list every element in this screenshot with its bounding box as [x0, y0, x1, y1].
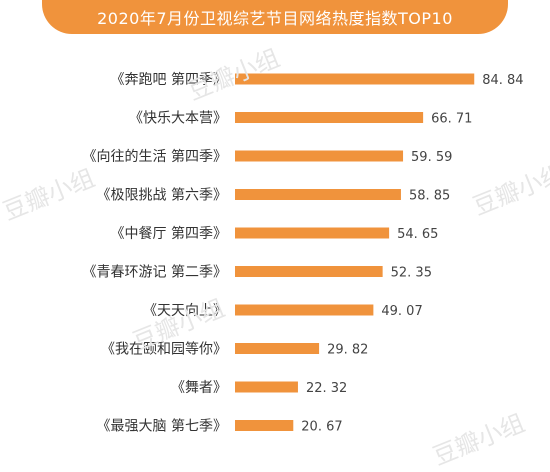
- category-label: 《青春环游记 第二季》: [83, 264, 227, 281]
- category-label: 《向往的生活 第四季》: [83, 148, 227, 165]
- value-label: 49. 07: [381, 304, 422, 319]
- category-label: 《中餐厅 第四季》: [111, 225, 227, 242]
- bar: [235, 343, 320, 354]
- value-label: 29. 82: [327, 343, 368, 358]
- category-label: 《极限挑战 第六季》: [97, 187, 227, 204]
- bar: [235, 189, 401, 200]
- category-label: 《天天向上》: [143, 303, 227, 319]
- chart-title: 2020年7月份卫视综艺节目网络热度指数TOP10: [97, 9, 453, 28]
- category-label: 《最强大脑 第七季》: [97, 418, 227, 435]
- category-label: 《快乐大本营》: [129, 111, 227, 127]
- bar: [235, 150, 404, 162]
- bar: [235, 227, 390, 239]
- value-label: 59. 59: [411, 150, 452, 165]
- value-label: 84. 84: [482, 73, 523, 88]
- bar-chart: 《奔跑吧 第四季》 84. 84 《快乐大本营》 66. 71 《向往的生活 第四季》 5…: [83, 71, 524, 435]
- value-label: 20. 67: [301, 420, 342, 435]
- bar: [235, 381, 298, 393]
- bar: [235, 112, 424, 123]
- bar: [235, 266, 383, 277]
- value-label: 52. 35: [391, 266, 432, 281]
- category-label: 《舞者》: [171, 380, 227, 396]
- bar: [235, 420, 294, 431]
- value-label: 54. 65: [397, 227, 438, 242]
- title-banner: 2020年7月份卫视综艺节目网络热度指数TOP10: [42, 0, 508, 34]
- bar: [235, 304, 374, 316]
- value-label: 58. 85: [409, 189, 450, 204]
- category-label: 《奔跑吧 第四季》: [111, 71, 227, 88]
- value-label: 22. 32: [306, 381, 347, 396]
- category-label: 《我在颐和园等你》: [101, 341, 227, 358]
- value-label: 66. 71: [431, 112, 472, 127]
- bar: [235, 73, 475, 85]
